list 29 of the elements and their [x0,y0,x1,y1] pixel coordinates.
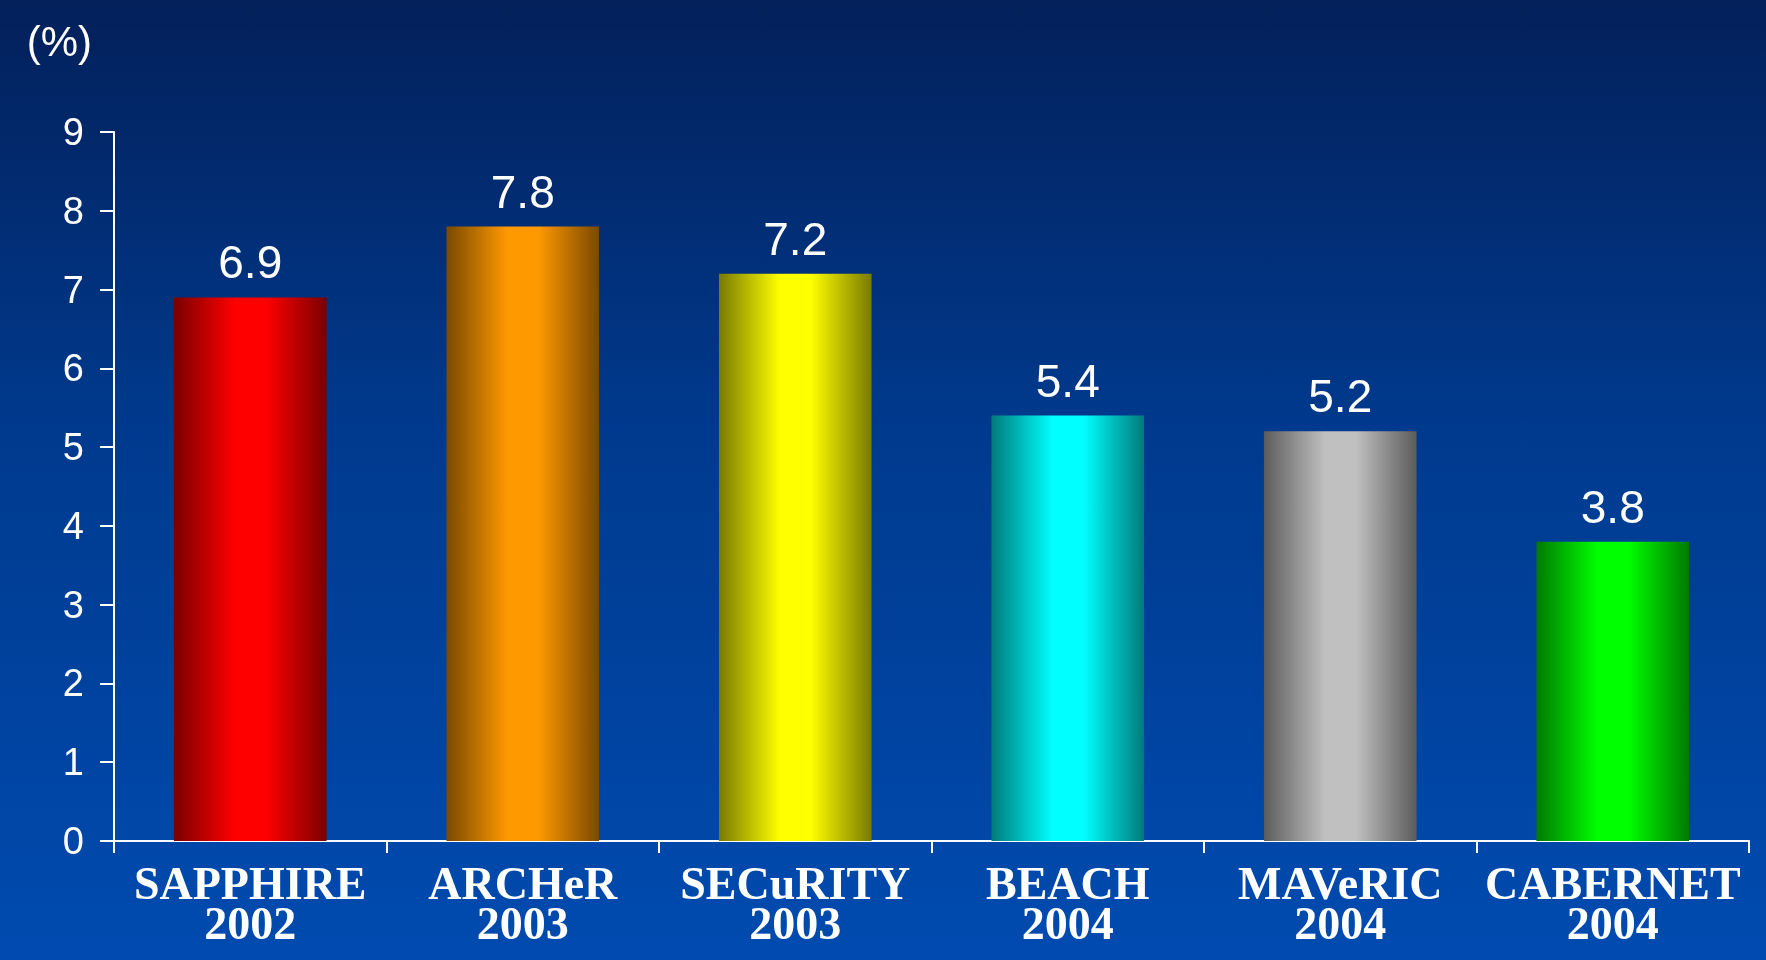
bar [991,415,1145,841]
x-tick-label: BEACH 2004 [985,857,1150,949]
y-tick-label: 3 [62,583,84,626]
bar [1263,431,1417,841]
data-label: 3.8 [1580,480,1645,533]
y-tick-label: 5 [62,426,84,469]
y-tick-label: 0 [62,820,84,862]
bar [173,297,327,841]
x-tick-label: SAPPHIRE 2002 [133,857,367,949]
data-label: 5.2 [1308,370,1373,423]
y-tick-label: 8 [62,189,84,232]
x-tick-label: CABERNET 2004 [1484,857,1741,949]
bar [1536,541,1690,841]
y-tick-label: 9 [62,111,84,153]
data-label: 7.2 [763,212,828,265]
x-tick-label: ARCHeR 2003 [428,857,619,949]
y-tick-label: 1 [62,741,84,784]
data-label: 7.8 [490,165,555,218]
y-tick-label: 7 [62,268,84,311]
data-label: 6.9 [218,236,283,289]
bar [446,226,600,841]
x-tick-label: SECuRITY 2003 [680,857,911,949]
bar [718,273,872,841]
y-tick-label: 4 [62,504,84,547]
y-tick-label: 6 [62,347,84,390]
x-tick-label: MAVeRIC 2004 [1238,857,1443,949]
y-axis-title: (%) [26,17,92,65]
y-tick-label: 2 [62,662,84,705]
data-label: 5.4 [1035,354,1100,407]
